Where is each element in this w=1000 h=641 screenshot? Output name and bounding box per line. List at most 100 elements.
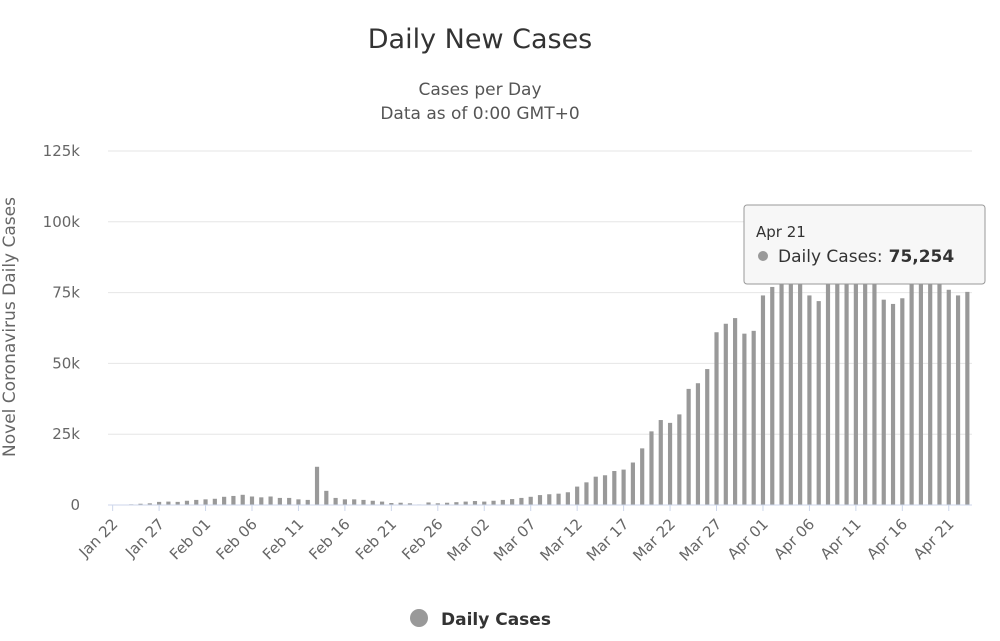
- bar[interactable]: [863, 258, 868, 505]
- bar[interactable]: [667, 422, 673, 505]
- bar[interactable]: [138, 503, 143, 505]
- bar[interactable]: [602, 475, 608, 505]
- x-tick-label: Feb 01: [166, 515, 214, 563]
- tooltip-date: Apr 21: [756, 223, 806, 241]
- bar[interactable]: [435, 503, 440, 505]
- bar[interactable]: [890, 303, 896, 505]
- bar[interactable]: [965, 291, 970, 505]
- bar[interactable]: [723, 323, 728, 505]
- bar[interactable]: [268, 496, 273, 506]
- bar[interactable]: [695, 383, 701, 505]
- bar[interactable]: [853, 241, 858, 505]
- bar[interactable]: [881, 299, 886, 505]
- bar[interactable]: [500, 499, 505, 505]
- bar[interactable]: [231, 495, 236, 505]
- bar[interactable]: [705, 369, 710, 505]
- bar[interactable]: [426, 502, 431, 505]
- bar[interactable]: [510, 499, 515, 505]
- bar[interactable]: [314, 466, 320, 505]
- bar[interactable]: [575, 486, 580, 505]
- bar[interactable]: [909, 269, 914, 505]
- bar[interactable]: [166, 501, 171, 505]
- bar[interactable]: [519, 497, 524, 505]
- bar[interactable]: [194, 499, 199, 505]
- bar[interactable]: [398, 502, 403, 505]
- bar[interactable]: [324, 490, 329, 505]
- x-tick-label: Jan 22: [75, 515, 122, 562]
- bar[interactable]: [463, 501, 468, 505]
- bar[interactable]: [807, 295, 812, 505]
- bar[interactable]: [686, 388, 691, 505]
- bar[interactable]: [593, 476, 598, 505]
- bar[interactable]: [212, 498, 217, 505]
- legend-label[interactable]: Daily Cases: [441, 610, 551, 630]
- bar[interactable]: [733, 318, 738, 505]
- bar[interactable]: [751, 330, 756, 505]
- bar[interactable]: [259, 497, 264, 505]
- bar[interactable]: [788, 238, 793, 506]
- bar[interactable]: [203, 499, 208, 505]
- bar[interactable]: [287, 497, 292, 505]
- bar[interactable]: [175, 501, 180, 505]
- bar[interactable]: [621, 469, 626, 505]
- bar[interactable]: [630, 462, 635, 505]
- bar[interactable]: [454, 502, 459, 505]
- bar[interactable]: [370, 500, 375, 505]
- bar[interactable]: [640, 448, 645, 505]
- bar[interactable]: [816, 301, 821, 505]
- bar[interactable]: [352, 499, 357, 505]
- bar[interactable]: [835, 264, 840, 505]
- bar[interactable]: [770, 286, 775, 505]
- bar[interactable]: [342, 499, 347, 505]
- bar[interactable]: [677, 414, 682, 505]
- bar[interactable]: [445, 502, 450, 505]
- bar[interactable]: [537, 495, 543, 505]
- bar[interactable]: [296, 499, 301, 505]
- bar[interactable]: [240, 494, 245, 505]
- bar[interactable]: [556, 493, 561, 505]
- bar[interactable]: [333, 497, 338, 505]
- bar[interactable]: [305, 499, 310, 505]
- bar[interactable]: [222, 496, 227, 505]
- bar[interactable]: [900, 298, 905, 505]
- bar[interactable]: [584, 482, 589, 505]
- bar[interactable]: [547, 494, 552, 505]
- bar[interactable]: [528, 496, 533, 505]
- bar[interactable]: [491, 500, 496, 505]
- bar[interactable]: [844, 264, 849, 505]
- grid-lines: [108, 150, 972, 435]
- chart-title: Daily New Cases: [368, 24, 593, 55]
- bar[interactable]: [612, 471, 617, 505]
- bar[interactable]: [565, 492, 570, 505]
- legend-marker[interactable]: [410, 609, 428, 627]
- bar[interactable]: [379, 501, 385, 505]
- bar[interactable]: [714, 332, 719, 505]
- x-tick-label: Apr 01: [724, 515, 772, 563]
- bar[interactable]: [798, 269, 803, 505]
- bar[interactable]: [760, 295, 766, 505]
- bar[interactable]: [184, 500, 190, 505]
- bar[interactable]: [918, 261, 923, 505]
- bar[interactable]: [157, 501, 162, 505]
- bar[interactable]: [472, 501, 478, 505]
- bar[interactable]: [649, 431, 654, 505]
- bar[interactable]: [742, 333, 747, 505]
- bar[interactable]: [779, 255, 784, 505]
- bar[interactable]: [407, 503, 413, 505]
- bar[interactable]: [658, 420, 663, 505]
- bar[interactable]: [937, 275, 942, 505]
- legend[interactable]: Daily Cases: [410, 609, 551, 630]
- bar[interactable]: [825, 272, 831, 505]
- bar[interactable]: [147, 503, 152, 505]
- bar[interactable]: [872, 278, 877, 505]
- bar[interactable]: [361, 499, 366, 505]
- bar[interactable]: [277, 497, 282, 505]
- bar[interactable]: [249, 496, 255, 506]
- bar[interactable]: [955, 295, 961, 505]
- bar[interactable]: [482, 501, 487, 505]
- bar[interactable]: [928, 261, 933, 505]
- bar[interactable]: [389, 503, 394, 505]
- x-tick-label: Jan 27: [121, 515, 168, 562]
- bar[interactable]: [946, 289, 951, 505]
